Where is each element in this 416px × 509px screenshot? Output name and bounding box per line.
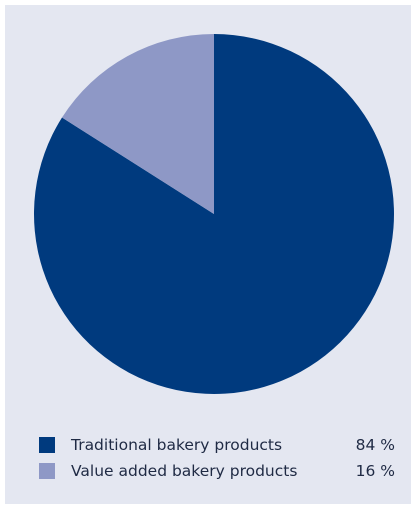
legend-value-traditional: 84 % (355, 436, 395, 454)
legend-swatch-value-added (39, 463, 55, 479)
legend-label-value-added: Value added bakery products (71, 462, 298, 480)
pie-chart (33, 34, 395, 394)
pie-slice-value-added (62, 34, 215, 214)
legend-item-value-added: Value added bakery products 16 % (39, 458, 395, 484)
legend-item-traditional: Traditional bakery products 84 % (39, 432, 395, 458)
chart-panel: Traditional bakery products 84 % Value a… (5, 5, 411, 504)
legend-swatch-traditional (39, 437, 55, 453)
legend-label-traditional: Traditional bakery products (71, 436, 283, 454)
legend: Traditional bakery products 84 % Value a… (39, 432, 395, 484)
legend-value-value-added: 16 % (355, 462, 395, 480)
